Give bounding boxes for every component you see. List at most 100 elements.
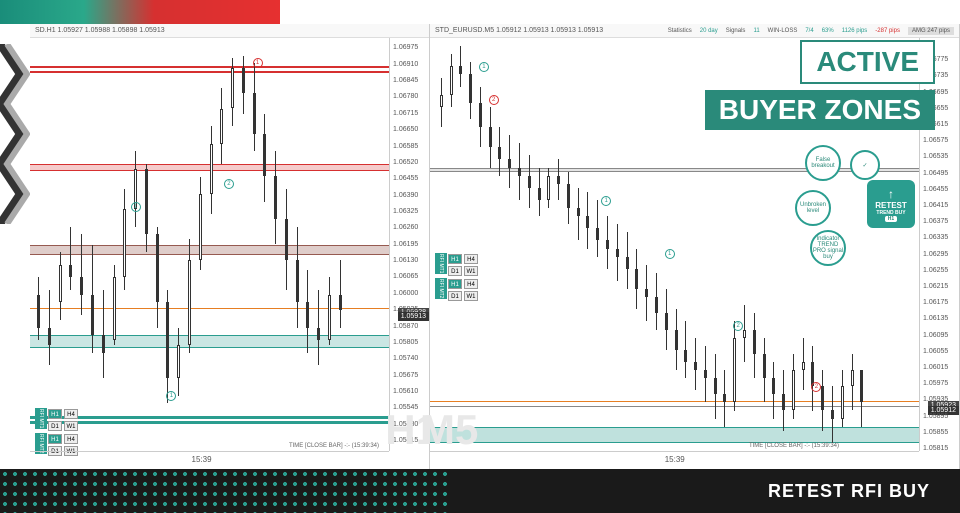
candle	[733, 321, 736, 410]
y-tick: 1.06055	[923, 348, 948, 355]
tf-button-d1[interactable]: D1	[448, 266, 462, 276]
candle	[48, 290, 51, 366]
candle	[586, 192, 589, 249]
title-overlay: ACTIVE BUYER ZONES	[705, 40, 935, 130]
tf-button-h1[interactable]: H1	[448, 279, 462, 289]
chart-h1-area[interactable]: 11211.059281.05913RFI MT1H1H4D1W1RFI MT2…	[30, 38, 389, 451]
tf-button-h4[interactable]: H4	[464, 254, 478, 264]
chart-m5-header: STD_EURUSD.M5 1.05912 1.05913 1.05913 1.…	[430, 24, 959, 38]
tf-button-h1[interactable]: H1	[48, 409, 62, 419]
candle	[339, 260, 342, 328]
candle	[763, 338, 766, 403]
bottom-bar: RETEST RFI BUY	[0, 469, 960, 513]
tf-button-h4[interactable]: H4	[64, 409, 78, 419]
side-decoration	[0, 24, 30, 469]
signal-marker: 1	[166, 391, 176, 401]
candle	[328, 277, 331, 345]
candle	[459, 46, 462, 86]
signal-badge[interactable]: ✓	[850, 150, 880, 180]
signal-marker: 1	[253, 58, 263, 68]
tf-button-w1[interactable]: W1	[464, 266, 478, 276]
tf-button-h4[interactable]: H4	[464, 279, 478, 289]
tf-button-h1[interactable]: H1	[48, 434, 62, 444]
stats-label: Statistics	[668, 28, 692, 34]
candle	[723, 370, 726, 427]
y-tick: 1.06975	[393, 44, 418, 51]
tf-panel: RFI MT2H1H4D1W1	[435, 278, 479, 302]
tf-panel: RFI MT1H1H4D1W1	[35, 408, 79, 432]
candle	[655, 273, 658, 330]
candle	[694, 338, 697, 391]
candle	[102, 290, 105, 378]
zone-line	[30, 416, 389, 419]
y-tick: 1.06455	[393, 175, 418, 182]
candle	[841, 370, 844, 427]
stats-wl-label: WIN-LOSS	[768, 28, 798, 34]
candle	[596, 200, 599, 257]
y-tick: 1.05895	[923, 413, 948, 420]
bottom-text: RETEST RFI BUY	[450, 481, 960, 502]
y-tick: 1.06295	[923, 251, 948, 258]
signal-marker: 2	[489, 95, 499, 105]
signal-marker: 2	[224, 179, 234, 189]
signal-marker: 1	[131, 202, 141, 212]
badge-main-tf: H1	[885, 216, 897, 222]
y-tick: 1.06015	[923, 364, 948, 371]
candle	[59, 252, 62, 320]
candle	[123, 189, 126, 290]
candle	[69, 227, 72, 290]
tf-button-w1[interactable]: W1	[464, 291, 478, 301]
candle	[220, 88, 223, 164]
tf-button-d1[interactable]: D1	[448, 291, 462, 301]
candle	[831, 386, 834, 443]
zone-band	[430, 427, 919, 443]
signal-marker: 1	[601, 196, 611, 206]
candle	[210, 126, 213, 214]
candle	[704, 346, 707, 403]
candle	[606, 216, 609, 269]
zone-line	[430, 401, 919, 402]
candle	[469, 62, 472, 119]
y-tick: 1.06375	[923, 218, 948, 225]
y-tick: 1.06650	[393, 126, 418, 133]
candle	[567, 172, 570, 225]
candle	[231, 58, 234, 126]
signal-badge[interactable]: Indicator TREND PRO signal buy	[810, 230, 846, 266]
stats-pips-l: -287 pips	[875, 28, 900, 34]
y-tick: 1.06135	[923, 315, 948, 322]
y-tick: 1.06585	[393, 143, 418, 150]
candle	[440, 78, 443, 127]
candle	[37, 277, 40, 340]
candle	[177, 328, 180, 396]
y-tick: 1.06095	[923, 332, 948, 339]
signal-badge[interactable]: Unbroken level	[795, 190, 831, 226]
candle	[489, 107, 492, 168]
signal-marker: 2	[811, 382, 821, 392]
tf-button-d1[interactable]: D1	[48, 421, 62, 431]
zone-band	[30, 245, 389, 255]
y-tick: 1.06255	[923, 267, 948, 274]
signal-badge[interactable]: False breakout	[805, 145, 841, 181]
candle	[635, 249, 638, 310]
signal-marker: 2	[733, 321, 743, 331]
candle	[498, 127, 501, 176]
candle	[645, 265, 648, 322]
y-tick: 1.06535	[923, 153, 948, 160]
y-tick: 1.05935	[393, 306, 418, 313]
y-tick: 1.06260	[393, 224, 418, 231]
zone-band	[30, 335, 389, 348]
stats-signals: 11	[753, 28, 759, 34]
tf-button-h1[interactable]: H1	[448, 254, 462, 264]
zone-line	[30, 71, 389, 73]
badge-retest[interactable]: ↑ RETEST TREND BUY H1	[867, 180, 915, 228]
candle	[665, 289, 668, 350]
candle	[188, 239, 191, 352]
candle	[577, 188, 580, 241]
stats-pips-w: 1126 pips	[842, 28, 868, 34]
candle	[285, 189, 288, 290]
tf-button-w1[interactable]: W1	[64, 421, 78, 431]
tf-button-h4[interactable]: H4	[64, 434, 78, 444]
candle	[547, 168, 550, 208]
chart-h1-xaxis: 15:39	[30, 451, 389, 469]
zone-line	[30, 421, 389, 424]
